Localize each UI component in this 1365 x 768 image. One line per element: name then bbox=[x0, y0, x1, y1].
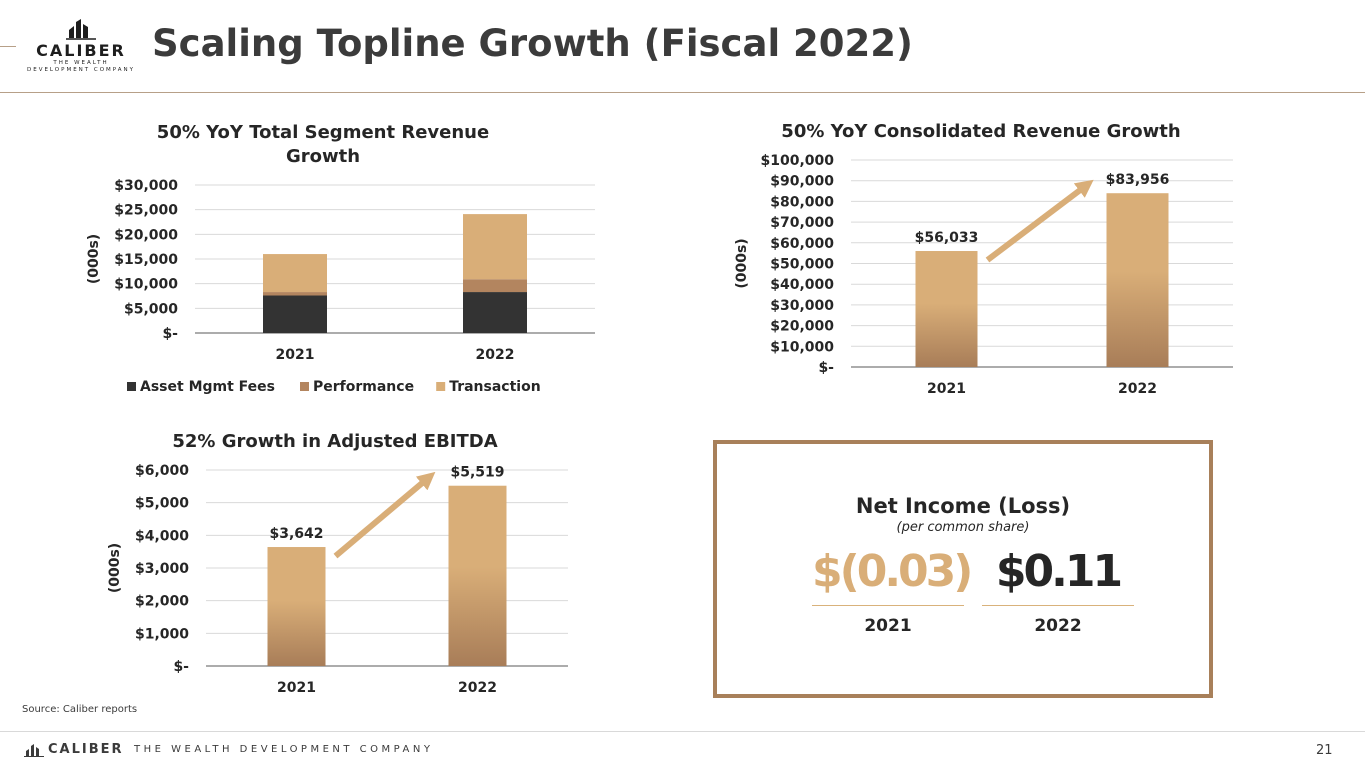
y-axis-label: (000s) bbox=[107, 543, 123, 593]
net-income-2022-value: $0.11 bbox=[995, 546, 1123, 597]
legend-swatch bbox=[127, 382, 136, 391]
data-label: $83,956 bbox=[1106, 172, 1170, 188]
net-income-2022-year: 2022 bbox=[1034, 616, 1082, 636]
y-tick-label: $10,000 bbox=[770, 339, 834, 355]
data-label: $56,033 bbox=[915, 230, 979, 246]
data-label: $5,519 bbox=[450, 465, 504, 481]
y-tick-label: $10,000 bbox=[114, 277, 178, 293]
x-tick-label: 2021 bbox=[277, 680, 316, 696]
header-divider bbox=[0, 92, 1365, 93]
net-income-2021-underline bbox=[812, 605, 964, 606]
net-income-2021-year: 2021 bbox=[864, 616, 912, 636]
bar-transaction-2022 bbox=[463, 214, 527, 280]
y-axis-label: (000s) bbox=[86, 234, 102, 284]
adjusted-ebitda-chart: 52% Growth in Adjusted EBITDA (000s) $- $1,… bbox=[107, 431, 568, 696]
y-tick-label: $6,000 bbox=[135, 463, 189, 479]
bar-2022 bbox=[448, 485, 507, 666]
consolidated-revenue-chart: 50% YoY Consolidated Revenue Growth (000s… bbox=[734, 121, 1233, 397]
x-tick-label: 2021 bbox=[927, 381, 966, 397]
legend-label: Asset Mgmt Fees bbox=[140, 379, 275, 395]
net-income-subtitle: (per common share) bbox=[896, 520, 1030, 535]
legend-label: Performance bbox=[313, 379, 414, 395]
bar-2021 bbox=[267, 547, 326, 666]
y-tick-label: $40,000 bbox=[770, 277, 834, 293]
x-tick-label: 2022 bbox=[458, 680, 497, 696]
x-tick-label: 2022 bbox=[476, 347, 515, 363]
y-tick-label: $- bbox=[173, 659, 189, 675]
y-tick-label: $2,000 bbox=[135, 594, 189, 610]
bar-2021 bbox=[915, 251, 978, 367]
net-income-panel: Net Income (Loss) (per common share) $(0… bbox=[713, 440, 1213, 698]
y-tick-label: $90,000 bbox=[770, 174, 834, 190]
x-tick-label: 2022 bbox=[1118, 381, 1157, 397]
y-tick-label: $4,000 bbox=[135, 528, 189, 544]
net-income-2022-underline bbox=[982, 605, 1134, 606]
y-tick-label: $20,000 bbox=[770, 319, 834, 335]
bar-2022 bbox=[1106, 193, 1169, 367]
y-tick-label: $20,000 bbox=[114, 227, 178, 243]
y-tick-label: $- bbox=[818, 360, 834, 376]
legend-label: Transaction bbox=[449, 379, 541, 395]
data-label: $3,642 bbox=[269, 526, 323, 542]
segment-revenue-chart: 50% YoY Total Segment Revenue Growth (000s… bbox=[86, 122, 595, 395]
building-logo-icon bbox=[66, 19, 96, 40]
y-tick-label: $30,000 bbox=[770, 298, 834, 314]
y-tick-label: $50,000 bbox=[770, 257, 834, 273]
chart-title: Growth bbox=[286, 146, 360, 167]
y-tick-label: $15,000 bbox=[114, 252, 178, 268]
y-tick-label: $60,000 bbox=[770, 236, 834, 252]
logo-tagline: THE WEALTH DEVELOPMENT COMPANY bbox=[26, 60, 136, 73]
y-tick-label: $30,000 bbox=[114, 178, 178, 194]
x-tick-label: 2021 bbox=[276, 347, 315, 363]
y-axis-label: (000s) bbox=[734, 238, 750, 288]
building-footer-icon bbox=[24, 744, 44, 757]
net-income-2021-value: $(0.03) bbox=[812, 546, 973, 597]
y-tick-label: $1,000 bbox=[135, 626, 189, 642]
y-tick-label: $25,000 bbox=[114, 203, 178, 219]
caliber-logo[interactable]: CALIBER THE WEALTH DEVELOPMENT COMPANY bbox=[22, 18, 140, 74]
page-title: Scaling Topline Growth (Fiscal 2022) bbox=[152, 22, 913, 65]
y-tick-label: $100,000 bbox=[760, 153, 834, 169]
footer-tagline: THE WEALTH DEVELOPMENT COMPANY bbox=[134, 744, 434, 755]
bar-asset-mgmt-fees-2022 bbox=[463, 292, 527, 333]
growth-arrow bbox=[985, 179, 1094, 263]
y-tick-label: $- bbox=[162, 326, 178, 342]
page-number: 21 bbox=[1316, 743, 1333, 758]
chart-title: 52% Growth in Adjusted EBITDA bbox=[172, 431, 497, 452]
legend-swatch bbox=[436, 382, 446, 391]
bar-asset-mgmt-fees-2021 bbox=[263, 295, 327, 333]
y-tick-label: $5,000 bbox=[124, 301, 178, 317]
y-tick-label: $80,000 bbox=[770, 194, 834, 210]
net-income-title: Net Income (Loss) bbox=[855, 494, 1071, 518]
y-tick-label: $70,000 bbox=[770, 215, 834, 231]
y-tick-label: $5,000 bbox=[135, 496, 189, 512]
bar-performance-2021 bbox=[263, 292, 327, 296]
header-tick bbox=[0, 46, 16, 47]
bar-performance-2022 bbox=[463, 279, 527, 293]
footer-divider bbox=[0, 731, 1365, 732]
footer-brand: CALIBER bbox=[48, 742, 124, 757]
growth-arrow bbox=[333, 471, 436, 559]
logo-name: CALIBER bbox=[36, 41, 126, 60]
legend-swatch bbox=[300, 382, 309, 391]
bar-transaction-2021 bbox=[263, 254, 327, 293]
y-tick-label: $3,000 bbox=[135, 561, 189, 577]
source-note: Source: Caliber reports bbox=[22, 704, 138, 715]
chart-title: 50% YoY Consolidated Revenue Growth bbox=[781, 121, 1180, 142]
chart-title: 50% YoY Total Segment Revenue bbox=[157, 122, 489, 143]
